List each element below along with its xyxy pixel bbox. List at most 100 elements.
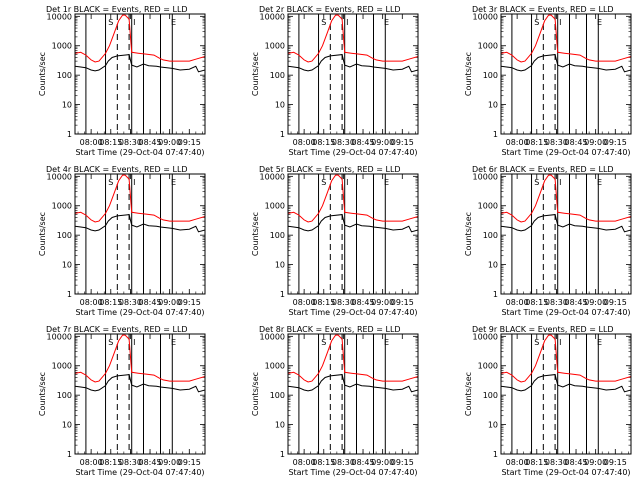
x-tick-label: 08:15: [312, 138, 335, 147]
y-tick-label: 1000: [265, 42, 285, 51]
x-tick-label: 08:30: [545, 458, 568, 467]
x-tick-label: 09:15: [178, 298, 201, 307]
plot-frame: [287, 173, 419, 295]
y-tick-label: 100: [270, 71, 285, 80]
x-tick-label: 09:15: [391, 458, 414, 467]
x-axis-label: Start Time (29-Oct-04 07:47:40): [288, 308, 417, 317]
annotation-label: S: [321, 338, 326, 347]
plot-frame: [74, 173, 206, 295]
x-tick-label: 08:15: [312, 298, 335, 307]
y-tick-label: 10: [275, 101, 285, 110]
x-tick-label: 09:00: [158, 138, 181, 147]
y-tick-label: 10000: [47, 332, 72, 341]
x-tick-label: 08:15: [99, 458, 122, 467]
panel-title: Det 5r BLACK = Events, RED = LLD: [259, 165, 401, 174]
annotation-label: E: [597, 18, 602, 27]
y-tick-label: 10: [488, 261, 498, 270]
x-tick-label: 09:00: [371, 298, 394, 307]
x-tick-label: 08:30: [545, 298, 568, 307]
x-tick-label: 08:15: [525, 298, 548, 307]
y-tick-label: 1000: [52, 42, 72, 51]
x-axis-label: Start Time (29-Oct-04 07:47:40): [501, 148, 630, 157]
x-tick-label: 08:00: [506, 298, 529, 307]
panel-4: Det 4r BLACK = Events, RED = LLD 1 10 100 10…: [38, 165, 206, 317]
series-line-lld: [75, 14, 205, 63]
x-tick-label: 08:15: [99, 298, 122, 307]
x-tick-label: 08:45: [139, 298, 162, 307]
y-tick-label: 1000: [265, 202, 285, 211]
panel-3: Det 3r BLACK = Events, RED = LLD 1 10 100 10…: [464, 5, 632, 157]
annotation-label: I: [346, 338, 348, 347]
y-tick-label: 10: [62, 421, 72, 430]
annotation-label: S: [321, 18, 326, 27]
x-tick-label: 09:15: [178, 138, 201, 147]
series-line-events: [288, 374, 418, 393]
x-tick-label: 08:30: [119, 298, 142, 307]
annotation-label: E: [384, 18, 389, 27]
annotation-label: S: [108, 18, 113, 27]
annotation-label: I: [133, 338, 135, 347]
y-axis-label: Counts/sec: [38, 212, 47, 256]
x-tick-label: 08:45: [352, 138, 375, 147]
x-axis-label: Start Time (29-Oct-04 07:47:40): [75, 308, 204, 317]
y-tick-label: 1: [67, 450, 72, 459]
panel-title: Det 3r BLACK = Events, RED = LLD: [472, 5, 614, 14]
x-tick-label: 08:45: [139, 458, 162, 467]
y-tick-label: 10000: [473, 172, 498, 181]
series-line-events: [288, 54, 418, 73]
x-tick-label: 09:00: [584, 298, 607, 307]
x-axis-label: Start Time (29-Oct-04 07:47:40): [75, 468, 204, 477]
annotation-label: S: [108, 338, 113, 347]
y-tick-label: 1000: [52, 362, 72, 371]
plot-frame: [287, 13, 419, 135]
x-tick-label: 09:00: [584, 458, 607, 467]
y-tick-label: 100: [270, 391, 285, 400]
x-tick-label: 08:00: [80, 458, 103, 467]
plot-frame: [500, 13, 632, 135]
x-tick-label: 08:30: [119, 138, 142, 147]
panel-8: Det 8r BLACK = Events, RED = LLD 1 10 100 10…: [251, 325, 419, 477]
x-tick-label: 08:00: [80, 298, 103, 307]
y-tick-label: 10: [62, 101, 72, 110]
series-line-lld: [288, 14, 418, 63]
y-tick-label: 1000: [478, 362, 498, 371]
annotation-label: S: [108, 178, 113, 187]
x-tick-label: 09:15: [604, 138, 627, 147]
annotation-label: I: [133, 18, 135, 27]
plot-frame: [500, 173, 632, 295]
plot-frame: [74, 333, 206, 455]
y-tick-label: 1000: [478, 42, 498, 51]
series-line-events: [75, 214, 205, 233]
y-tick-label: 100: [270, 231, 285, 240]
annotation-label: I: [346, 18, 348, 27]
x-tick-label: 09:00: [158, 298, 181, 307]
series-line-events: [288, 214, 418, 233]
panel-7: Det 7r BLACK = Events, RED = LLD 1 10 100 10…: [38, 325, 206, 477]
y-tick-label: 10000: [47, 12, 72, 21]
plot-frame: [500, 333, 632, 455]
x-tick-label: 09:15: [178, 458, 201, 467]
x-tick-label: 09:00: [371, 138, 394, 147]
x-tick-label: 08:15: [525, 458, 548, 467]
y-tick-label: 10000: [473, 12, 498, 21]
series-line-lld: [75, 334, 205, 383]
x-tick-label: 09:15: [604, 458, 627, 467]
x-tick-label: 09:15: [391, 298, 414, 307]
annotation-label: I: [559, 178, 561, 187]
y-tick-label: 1: [280, 130, 285, 139]
annotation-label: E: [171, 338, 176, 347]
y-tick-label: 10: [488, 101, 498, 110]
x-tick-label: 08:45: [565, 138, 588, 147]
series-line-events: [75, 54, 205, 73]
panel-title: Det 6r BLACK = Events, RED = LLD: [472, 165, 614, 174]
y-tick-label: 1: [280, 290, 285, 299]
y-tick-label: 1: [493, 130, 498, 139]
x-axis-label: Start Time (29-Oct-04 07:47:40): [288, 468, 417, 477]
x-axis-label: Start Time (29-Oct-04 07:47:40): [501, 468, 630, 477]
y-tick-label: 10: [275, 261, 285, 270]
x-axis-label: Start Time (29-Oct-04 07:47:40): [501, 308, 630, 317]
panel-1: Det 1r BLACK = Events, RED = LLD 1 10 100 10…: [38, 5, 206, 157]
annotation-label: E: [597, 338, 602, 347]
annotation-label: I: [559, 338, 561, 347]
